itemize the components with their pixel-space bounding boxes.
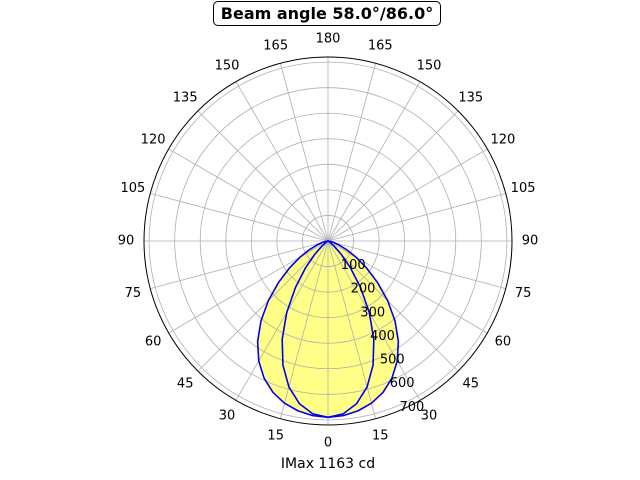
- angular-tick-label: 150: [215, 59, 240, 74]
- grid-spoke: [150, 240, 329, 290]
- grid-spoke: [327, 240, 377, 419]
- angular-tick-label: 180: [316, 32, 341, 47]
- angular-tick-label: 75: [515, 286, 532, 301]
- grid-spoke: [168, 148, 329, 242]
- angular-tick-label: 45: [177, 376, 194, 391]
- grid-spoke: [279, 240, 329, 419]
- angular-tick-label: 120: [141, 133, 166, 148]
- grid-spoke: [197, 240, 329, 372]
- polar-grid: [144, 57, 512, 425]
- grid-spoke: [150, 192, 329, 242]
- angular-tick-label: 135: [173, 91, 198, 106]
- grid-spoke: [327, 240, 421, 401]
- radial-tick-label: 200: [351, 282, 376, 297]
- grid-spoke: [327, 148, 488, 242]
- angular-tick-label: 60: [145, 335, 162, 350]
- angular-tick-label: 60: [495, 335, 512, 350]
- angular-tick-label: 75: [125, 286, 142, 301]
- angular-ticks: 0 15 30 45 60 75 90 105 120 135 150 165 180 165 150 135…: [118, 32, 539, 451]
- x-axis-label: IMax 1163 cd: [280, 456, 376, 472]
- grid-spoke: [327, 110, 459, 242]
- grid-spoke: [327, 240, 459, 372]
- grid-spoke: [327, 63, 377, 242]
- radial-ticks: 100 200 300 400 500 600 700: [341, 258, 425, 415]
- angular-tick-label: 30: [219, 408, 236, 423]
- grid-spoke: [327, 240, 506, 290]
- angular-tick-label: 15: [267, 429, 284, 444]
- angular-tick-label: 105: [120, 181, 145, 196]
- grid-spoke: [327, 192, 506, 242]
- grid-spoke: [235, 240, 329, 401]
- angular-tick-label: 90: [118, 234, 135, 249]
- grid-spoke: [197, 110, 329, 242]
- grid-spoke: [279, 63, 329, 242]
- angular-tick-label: 30: [421, 408, 438, 423]
- radial-tick-label: 400: [370, 329, 395, 344]
- radial-tick-label: 300: [360, 305, 385, 320]
- series-line-2: [281, 240, 375, 419]
- radial-tick-label: 500: [380, 353, 405, 368]
- angular-tick-label: 0: [324, 436, 332, 451]
- radial-tick-label: 100: [341, 258, 366, 273]
- angular-tick-label: 165: [368, 38, 393, 53]
- radial-tick-label: 600: [390, 376, 415, 391]
- grid-spoke: [327, 81, 421, 242]
- chart-title: Beam angle 58.0°/86.0°: [213, 1, 441, 26]
- angular-tick-label: 105: [511, 181, 536, 196]
- angular-tick-label: 150: [417, 59, 442, 74]
- angular-tick-label: 15: [372, 429, 389, 444]
- angular-tick-label: 165: [263, 38, 288, 53]
- grid-spoke: [235, 81, 329, 242]
- angular-tick-label: 45: [463, 376, 480, 391]
- angular-tick-label: 90: [522, 234, 539, 249]
- series-lines: [256, 240, 400, 419]
- radial-tick-label: 700: [400, 400, 425, 415]
- angular-tick-label: 120: [490, 133, 515, 148]
- polar-frame: [143, 56, 513, 426]
- angular-tick-label: 135: [458, 91, 483, 106]
